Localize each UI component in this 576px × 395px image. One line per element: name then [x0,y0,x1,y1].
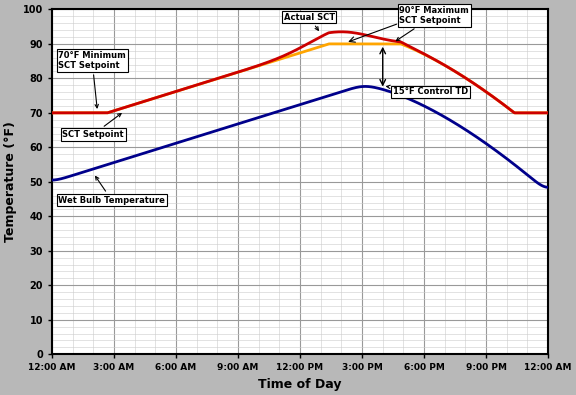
Y-axis label: Temperature (°F): Temperature (°F) [4,121,17,242]
Text: 90°F Maximum
SCT Setpoint: 90°F Maximum SCT Setpoint [396,6,469,41]
Text: Wet Bulb Temperature: Wet Bulb Temperature [58,177,165,205]
Text: SCT Setpoint: SCT Setpoint [62,113,124,139]
Text: 15°F Control TD: 15°F Control TD [386,85,468,96]
X-axis label: Time of Day: Time of Day [258,378,342,391]
Text: 70°F Minimum
SCT Setpoint: 70°F Minimum SCT Setpoint [58,51,126,108]
Text: Actual SCT: Actual SCT [283,13,335,30]
